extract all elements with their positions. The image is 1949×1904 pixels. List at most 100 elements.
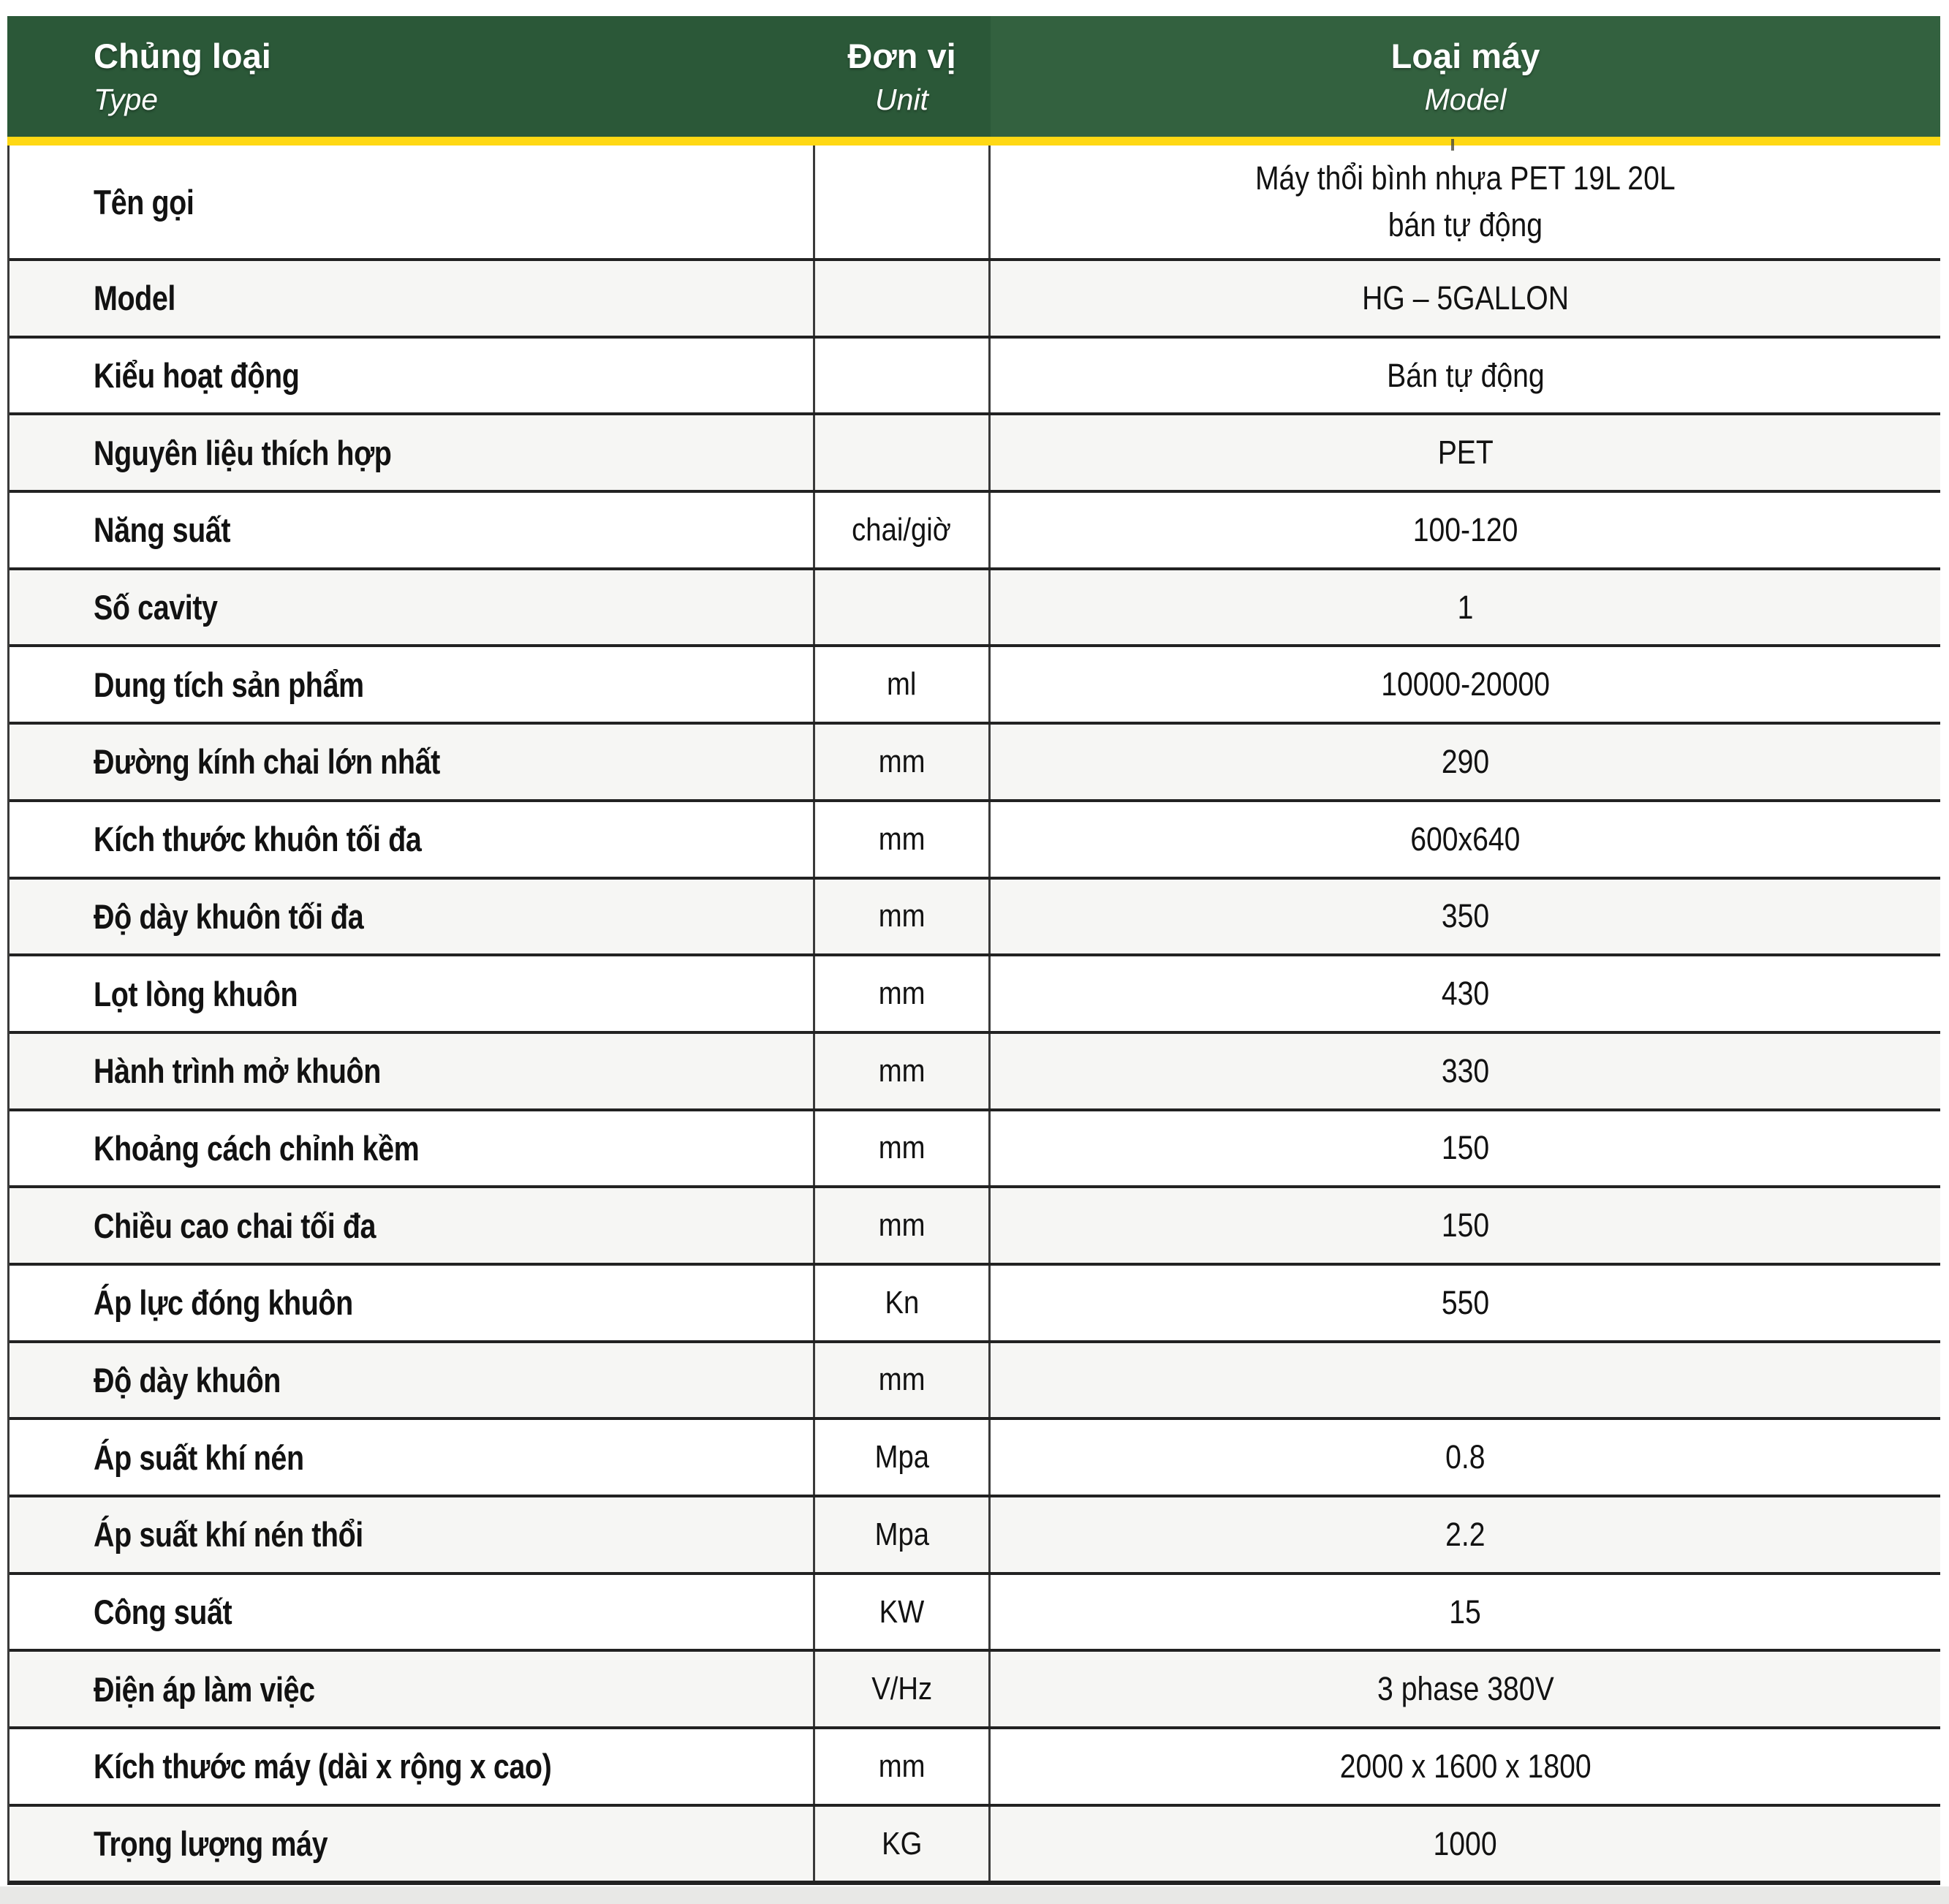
row-value: 0.8 xyxy=(1445,1438,1486,1476)
row-value: 2000 x 1600 x 1800 xyxy=(1339,1747,1592,1785)
row-unit: mm xyxy=(878,975,926,1012)
header-col-model: Loại máy Model xyxy=(991,16,1940,137)
table-row: Độ dày khuôn mm xyxy=(10,1340,1940,1418)
row-label: Áp suất khí nén thổi xyxy=(94,1515,363,1554)
table-row: Chiều cao chai tối đa mm 150 xyxy=(10,1185,1940,1263)
row-value: 1000 xyxy=(1433,1824,1498,1862)
table-row: Lọt lòng khuôn mm 430 xyxy=(10,953,1940,1031)
row-value-line: Máy thổi bình nhựa PET 19L 20L xyxy=(1255,159,1676,197)
table-row: Áp lực đóng khuôn Kn 550 xyxy=(10,1262,1940,1340)
row-unit: mm xyxy=(878,743,926,779)
row-value: 100-120 xyxy=(1412,510,1518,548)
table-row: Dung tích sản phẩm ml 10000-20000 xyxy=(10,644,1940,722)
table-body: Tên gọi Máy thổi bình nhựa PET 19L 20L b… xyxy=(7,146,1940,1886)
row-label: Chiều cao chai tối đa xyxy=(94,1206,376,1245)
table-row: Điện áp làm việc V/Hz 3 phase 380V xyxy=(10,1649,1940,1727)
row-label: Điện áp làm việc xyxy=(94,1669,315,1709)
row-label: Công suất xyxy=(94,1593,232,1632)
row-value: 2.2 xyxy=(1445,1515,1486,1553)
row-label: Kích thước máy (dài x rộng x cao) xyxy=(94,1747,552,1786)
row-value: 550 xyxy=(1441,1283,1490,1321)
table-row: Nguyên liệu thích hợp PET xyxy=(10,412,1940,491)
row-label: Kiểu hoạt động xyxy=(94,356,300,396)
row-value: 15 xyxy=(1449,1593,1482,1631)
row-value: PET xyxy=(1437,434,1494,472)
row-unit: mm xyxy=(878,1052,926,1089)
header-col-type-subtitle: Type xyxy=(94,83,159,117)
table-row: Kích thước khuôn tối đa mm 600x640 xyxy=(10,798,1940,877)
row-unit: KG xyxy=(881,1825,923,1862)
row-unit: Mpa xyxy=(874,1516,929,1552)
row-value: 1 xyxy=(1457,588,1474,626)
table-row: Số cavity 1 xyxy=(10,567,1940,645)
row-unit: mm xyxy=(878,898,926,934)
header-col-model-title: Loại máy xyxy=(1390,36,1540,75)
row-label: Áp lực đóng khuôn xyxy=(94,1283,353,1323)
row-value: 150 xyxy=(1441,1129,1490,1167)
row-label: Model xyxy=(94,279,175,318)
header-col-type: Chủng loại Type xyxy=(7,16,813,137)
header-col-unit: Đơn vị Unit xyxy=(813,16,991,137)
row-unit: mm xyxy=(878,1130,926,1166)
table-row: Kích thước máy (dài x rộng x cao) mm 200… xyxy=(10,1726,1940,1804)
header-col-type-title: Chủng loại xyxy=(94,36,271,75)
row-value: 10000-20000 xyxy=(1381,665,1550,703)
row-value: 350 xyxy=(1441,897,1490,935)
table-row: Khoảng cách chỉnh kềm mm 150 xyxy=(10,1108,1940,1186)
accent-bar xyxy=(7,137,1940,146)
row-unit: chai/giờ xyxy=(852,511,952,548)
row-value-line: bán tự động xyxy=(1388,206,1543,243)
row-label: Tên gọi xyxy=(94,182,194,222)
row-unit: KW xyxy=(879,1593,925,1630)
row-label: Lọt lòng khuôn xyxy=(94,974,298,1013)
row-unit: mm xyxy=(878,820,926,857)
table-row: Hành trình mở khuôn mm 330 xyxy=(10,1030,1940,1108)
header-col-unit-subtitle: Unit xyxy=(875,83,928,117)
row-label: Nguyên liệu thích hợp xyxy=(94,433,392,472)
row-value: 150 xyxy=(1441,1206,1490,1244)
row-value: Máy thổi bình nhựa PET 19L 20L bán tự độ… xyxy=(991,146,1940,258)
row-unit: mm xyxy=(878,1748,926,1784)
row-value: 330 xyxy=(1441,1051,1490,1089)
row-label: Trọng lượng máy xyxy=(94,1824,328,1864)
row-label: Số cavity xyxy=(94,588,218,627)
table-row: Áp suất khí nén thổi Mpa 2.2 xyxy=(10,1495,1940,1572)
table-row: Áp suất khí nén Mpa 0.8 xyxy=(10,1417,1940,1495)
row-label: Dung tích sản phẩm xyxy=(94,665,364,704)
header-col-model-subtitle: Model xyxy=(1424,83,1507,117)
row-unit: Kn xyxy=(885,1284,919,1321)
row-label: Độ dày khuôn tối đa xyxy=(94,896,364,936)
row-value: HG – 5GALLON xyxy=(1362,279,1569,317)
row-unit: ml xyxy=(887,666,917,703)
row-unit: mm xyxy=(878,1361,926,1398)
table-row: Model HG – 5GALLON xyxy=(10,258,1940,336)
row-label: Áp suất khí nén xyxy=(94,1438,304,1477)
table-row: Công suất KW 15 xyxy=(10,1571,1940,1650)
row-unit: V/Hz xyxy=(871,1671,932,1707)
row-label: Đường kính chai lớn nhất xyxy=(94,742,440,782)
row-value: 290 xyxy=(1441,742,1490,780)
table-header: Chủng loại Type Đơn vị Unit Loại máy Mod… xyxy=(7,16,1940,137)
row-value: Bán tự động xyxy=(1386,356,1545,394)
row-label: Năng suất xyxy=(94,510,231,550)
spec-table: Chủng loại Type Đơn vị Unit Loại máy Mod… xyxy=(7,16,1940,1886)
row-label: Kích thước khuôn tối đa xyxy=(94,820,422,859)
row-label: Hành trình mở khuôn xyxy=(94,1051,381,1091)
row-value: 430 xyxy=(1441,975,1490,1013)
row-label: Độ dày khuôn xyxy=(94,1360,281,1399)
table-row: Năng suất chai/giờ 100-120 xyxy=(10,490,1940,567)
row-unit: mm xyxy=(878,1207,926,1244)
table-row: Độ dày khuôn tối đa mm 350 xyxy=(10,876,1940,954)
table-row: Trọng lượng máy KG 1000 xyxy=(10,1803,1940,1881)
bottom-band xyxy=(0,1886,1949,1904)
row-value: 600x640 xyxy=(1410,820,1521,858)
table-row: Tên gọi Máy thổi bình nhựa PET 19L 20L b… xyxy=(10,146,1940,258)
row-value: 3 phase 380V xyxy=(1377,1670,1554,1708)
row-label: Khoảng cách chỉnh kềm xyxy=(94,1128,420,1168)
table-row: Kiểu hoạt động Bán tự động xyxy=(10,335,1940,413)
row-unit: Mpa xyxy=(874,1439,929,1476)
scan-artifact-tick xyxy=(1451,139,1454,151)
table-row: Đường kính chai lớn nhất mm 290 xyxy=(10,722,1940,799)
header-col-unit-title: Đơn vị xyxy=(847,36,956,75)
